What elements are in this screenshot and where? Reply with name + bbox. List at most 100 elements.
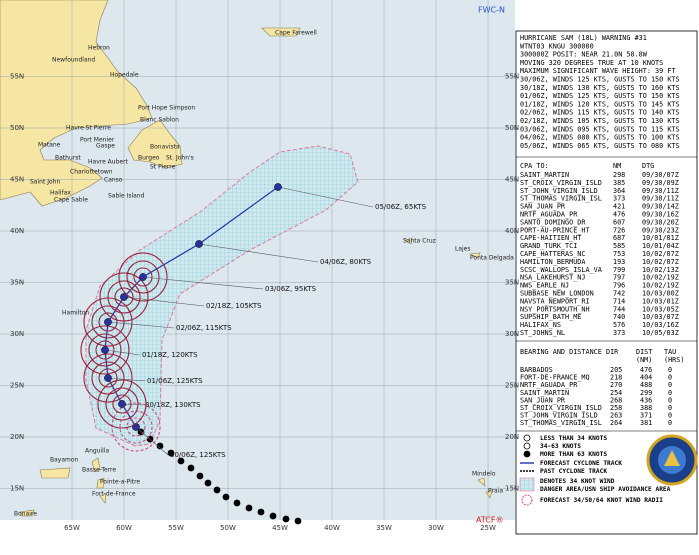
bearing-cell: 268 [610,396,622,404]
label-leader [107,377,146,382]
cpa-cell: 10/02/19Z [642,274,679,282]
bearing-cell: 258 [610,404,622,412]
cpa-cell: NWS_EARLE_NJ [520,282,569,290]
past-position [156,442,164,450]
past-position [257,508,265,516]
bearing-cell: 388 [640,404,652,412]
land [0,0,493,517]
label-leader [135,426,169,456]
forecast-label: 30/06Z, 125KTS [170,451,226,459]
cpa-cell: 09/30/20Z [642,218,679,226]
place-name: Pointe-a-Pitre [100,479,140,486]
lat-label: 30N [505,330,519,338]
place-name: Bonavista [150,144,180,151]
past-position [167,449,175,457]
cpa-cell: 373 [613,329,625,337]
place-name: Saint John [30,179,60,186]
header-line: 05/06Z, WINDS 065 KTS, GUSTS TO 080 KTS [520,142,680,150]
wind-radii [80,325,130,375]
place-name: Havre Aubert [88,159,129,166]
bearing-cell: 218 [610,374,622,382]
cpa-cell: 10/03/07Z [642,313,679,321]
cpa-column: CPA TO: [520,162,549,170]
lat-label: 45N [505,176,519,184]
legend-symbol [523,434,531,442]
wind-radii [83,353,133,403]
lat-label: 55N [505,73,519,81]
forecast-label: 05/06Z, 65KTS [375,203,427,211]
cpa-cell: 373 [613,195,625,203]
cpa-cell: SUPSHIP_BATH_ME [520,313,581,321]
forecast-label: 03/06Z, 95KTS [265,285,317,293]
cpa-cell: 714 [613,297,625,305]
cpa-cell: SUBBASE_NEW_LONDON [520,290,594,298]
lat-label: 40N [10,227,24,235]
legend-symbol [519,477,535,492]
bearing-cell: SAN_JUAN_PR [520,396,566,404]
lat-label: 15N [505,485,519,493]
legend-symbol [521,494,533,506]
wind-radii [88,333,122,367]
cpa-cell: 797 [613,274,625,282]
cpa-cell: NAVSTA_NEWPORT_RI [520,297,590,305]
lat-label: 30N [10,330,24,338]
forecast-position [118,400,126,408]
header-line: 04/06Z, WINDS 080 KTS, GUSTS TO 100 KTS [520,134,680,142]
cpa-cell: 193 [613,258,625,266]
cpa-cell: 742 [613,290,625,298]
bearing-cell: 381 [640,419,652,427]
place-name: Ponta Delgada [470,255,514,262]
place-name: Basse-Terre [82,467,116,474]
cpa-cell: NRTF_AGUADA_PR [520,211,578,219]
bearing-cell: 404 [640,374,652,382]
bearing-column: BEARING AND DISTANCE [520,348,602,356]
header-line: 02/06Z, WINDS 115 KTS, GUSTS TO 140 KTS [520,109,680,117]
bearing-cell: 476 [640,366,652,374]
cpa-cell: 607 [613,218,625,226]
past-position [177,457,185,465]
place-name: Hopedale [110,72,139,79]
cpa-cell: 10/05/03Z [642,329,679,337]
wind-radii [95,340,115,360]
bearing-cell: 436 [640,396,652,404]
cpa-cell: 10/03/16Z [642,321,679,329]
cpa-cell: SCSC_WALLOPS_ISLA_VA [520,266,602,274]
wind-radii [91,361,125,395]
header-line: 30/06Z, WINDS 125 KTS, GUSTS TO 150 KTS [520,76,680,84]
lon-label: 60W [116,524,132,532]
bearing-cell: 0 [668,374,672,382]
place-name: Lajes [455,246,471,253]
panel-frame [515,30,698,535]
bearing-cell: 264 [610,419,622,427]
bearing-column: TAU [664,348,676,356]
cpa-cell: SAINT_MARTIN [520,171,569,179]
cpa-cell: 10/02/19Z [642,282,679,290]
bearing-cell: 0 [668,419,672,427]
lon-label: 40W [324,524,340,532]
cpa-cell: HAMILTON_BERMUDA [520,258,585,266]
cpa-column: NM [613,162,621,170]
cpa-cell: SANTO_DOMINGO_DR [520,218,586,226]
lon-label: 25W [480,524,496,532]
cpa-cell: HALIFAX_NS [520,321,561,329]
place-name: Fort-de-France [92,491,136,498]
bearing-cell: 263 [610,412,622,420]
past-position [204,479,212,487]
wind-radii [126,417,146,437]
cpa-cell: 10/03/01Z [642,297,679,305]
place-name: Santa Cruz [403,238,436,245]
cpa-cell: 09/30/09Z [642,179,679,187]
lon-label: 35W [376,524,392,532]
cpa-cell: ST_CROIX_VIRGIN_ISLD [520,179,602,187]
label-leader [198,243,319,263]
forecast-position [104,374,112,382]
label-leader [107,321,175,329]
forecast-position [195,240,203,248]
place-name: Bayamon [50,457,79,464]
bearing-unit: (HRS) [664,356,684,364]
forecast-label: 01/18Z, 120KTS [142,351,198,359]
cpa-cell: 576 [613,321,625,329]
lat-label: 25N [505,382,519,390]
wind-radii [111,402,161,452]
